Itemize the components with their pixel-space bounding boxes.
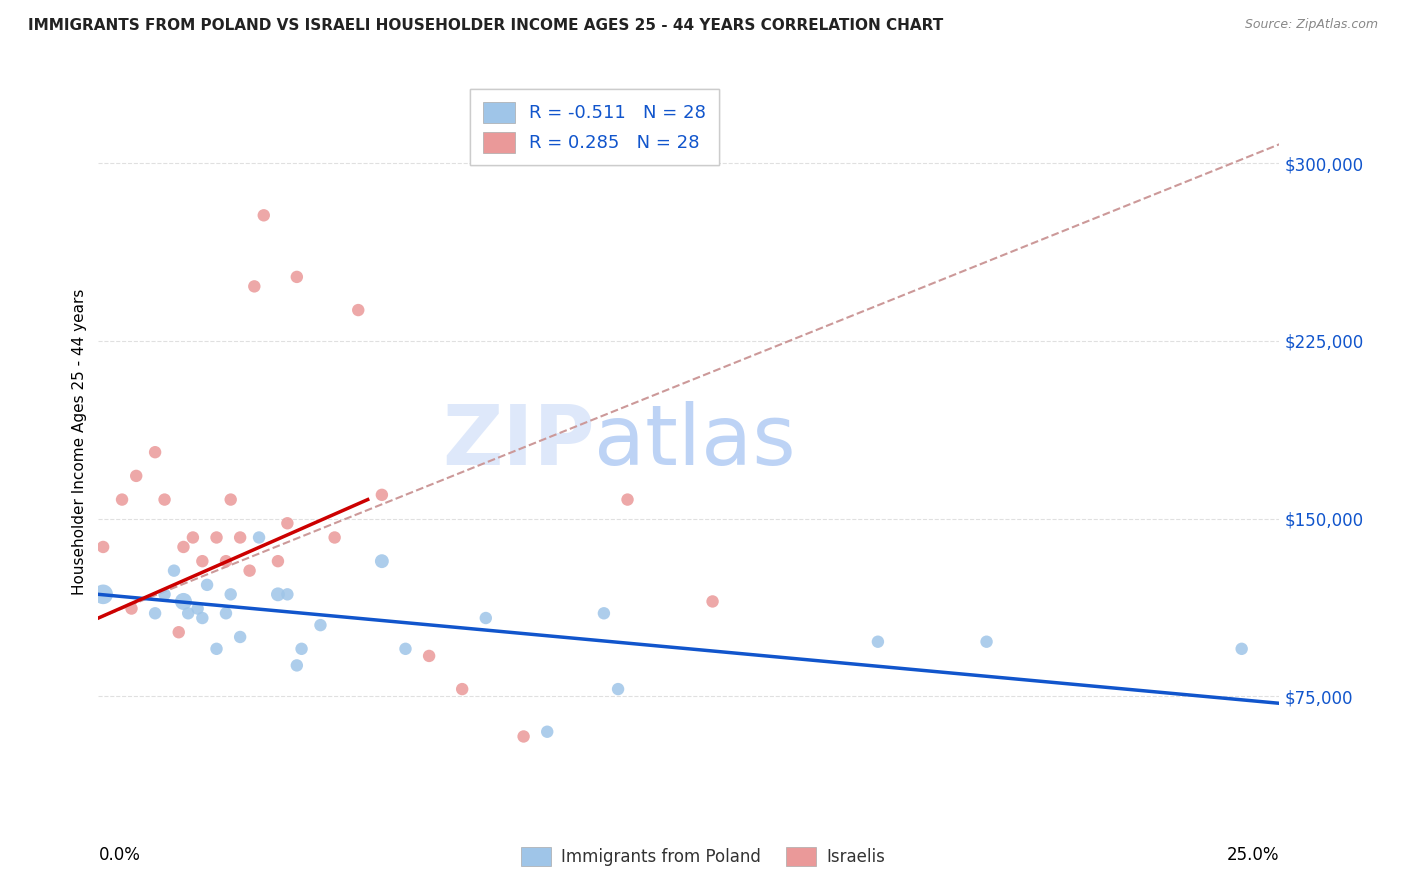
Text: IMMIGRANTS FROM POLAND VS ISRAELI HOUSEHOLDER INCOME AGES 25 - 44 YEARS CORRELAT: IMMIGRANTS FROM POLAND VS ISRAELI HOUSEH…	[28, 18, 943, 33]
Point	[121, 601, 143, 615]
Point	[219, 492, 242, 507]
Point	[418, 648, 440, 663]
Point	[205, 531, 228, 545]
Point	[191, 611, 214, 625]
Point	[285, 658, 308, 673]
Point	[195, 578, 218, 592]
Point	[394, 641, 416, 656]
Point	[976, 634, 998, 648]
Point	[229, 531, 252, 545]
Text: ZIP: ZIP	[441, 401, 595, 482]
Point	[247, 531, 270, 545]
Point	[866, 634, 889, 648]
Point	[276, 587, 298, 601]
Point	[512, 730, 534, 744]
Point	[371, 488, 394, 502]
Point	[475, 611, 498, 625]
Text: atlas: atlas	[595, 401, 796, 482]
Point	[163, 564, 186, 578]
Point	[181, 531, 204, 545]
Point	[285, 269, 308, 284]
Point	[347, 303, 370, 318]
Point	[111, 492, 134, 507]
Point	[205, 641, 228, 656]
Point	[125, 469, 148, 483]
Legend: R = -0.511   N = 28, R = 0.285   N = 28: R = -0.511 N = 28, R = 0.285 N = 28	[470, 89, 718, 165]
Point	[702, 594, 724, 608]
Point	[215, 607, 238, 621]
Point	[371, 554, 394, 568]
Point	[239, 564, 262, 578]
Point	[309, 618, 332, 632]
Y-axis label: Householder Income Ages 25 - 44 years: Householder Income Ages 25 - 44 years	[72, 288, 87, 595]
Point	[616, 492, 638, 507]
Point	[451, 682, 474, 697]
Point	[153, 492, 176, 507]
Point	[91, 587, 114, 601]
Point	[167, 625, 190, 640]
Point	[290, 641, 312, 656]
Point	[172, 540, 194, 554]
Point	[607, 682, 630, 697]
Point	[267, 554, 290, 568]
Point	[177, 607, 200, 621]
Legend: Immigrants from Poland, Israelis: Immigrants from Poland, Israelis	[513, 838, 893, 875]
Point	[536, 724, 558, 739]
Point	[143, 445, 166, 459]
Text: Source: ZipAtlas.com: Source: ZipAtlas.com	[1244, 18, 1378, 31]
Text: 25.0%: 25.0%	[1227, 847, 1279, 864]
Point	[1230, 641, 1253, 656]
Point	[172, 594, 194, 608]
Point	[191, 554, 214, 568]
Point	[253, 208, 276, 222]
Text: 0.0%: 0.0%	[98, 847, 141, 864]
Point	[187, 601, 209, 615]
Point	[593, 607, 616, 621]
Point	[215, 554, 238, 568]
Point	[323, 531, 346, 545]
Point	[91, 540, 114, 554]
Point	[153, 587, 176, 601]
Point	[267, 587, 290, 601]
Point	[243, 279, 266, 293]
Point	[276, 516, 298, 531]
Point	[219, 587, 242, 601]
Point	[143, 607, 166, 621]
Point	[229, 630, 252, 644]
